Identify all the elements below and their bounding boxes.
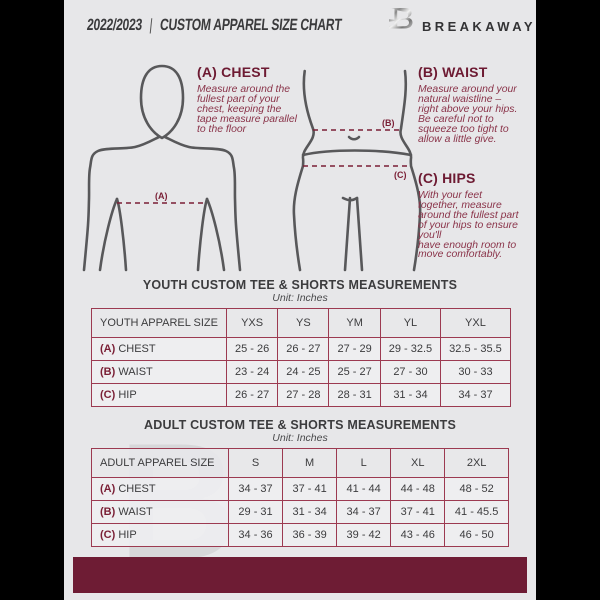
svg-text:(B): (B) [382, 118, 395, 128]
svg-text:(C): (C) [394, 170, 407, 180]
svg-text:(A): (A) [155, 191, 168, 201]
